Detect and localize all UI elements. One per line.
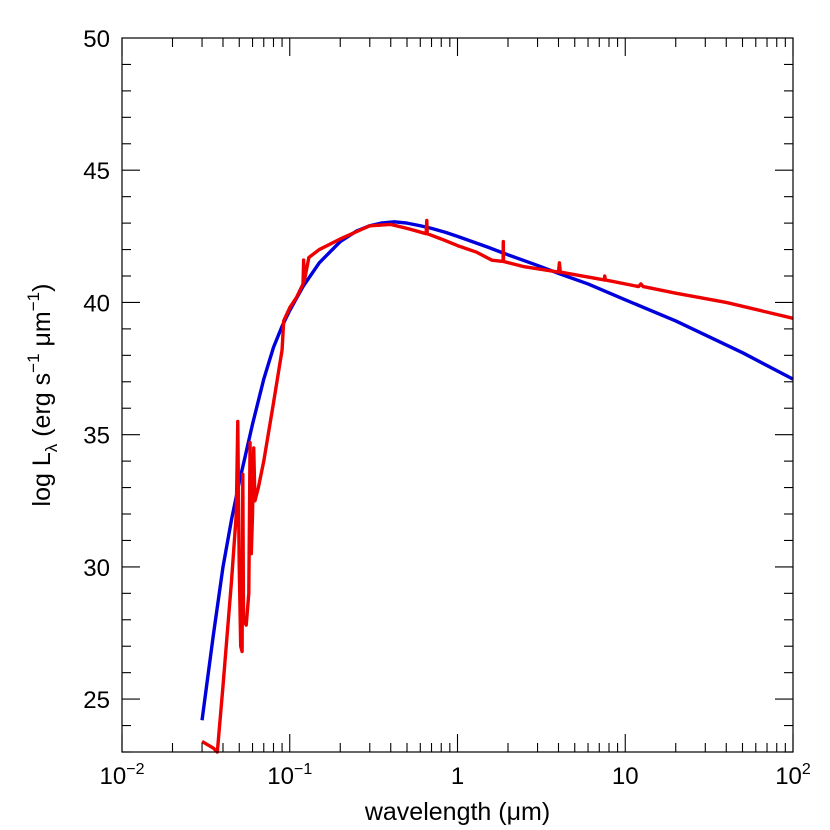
x-tick-label: 10−1 [267,761,312,790]
x-tick-label: 10−2 [100,761,145,790]
y-axis-label: log Lλ (erg s−1 μm−1) [24,284,61,507]
y-tick-label: 35 [83,423,110,450]
y-tick-label: 30 [83,555,110,582]
y-tick-label: 50 [83,26,110,53]
y-tick-label: 40 [83,290,110,317]
series-group [200,218,794,754]
x-tick-label: 1 [451,763,464,790]
x-tick-label: 102 [775,761,811,790]
y-tick-label: 25 [83,687,110,714]
ticks-group [121,37,794,753]
x-axis-label: wavelength (μm) [364,798,550,826]
y-tick-label: 45 [83,158,110,185]
series-line-1 [200,220,794,721]
x-tick-label: 10 [612,763,639,790]
series-line-2 [201,218,794,754]
plot-frame [121,37,794,753]
tick-labels-group: 25 30 35 40 45 50 10−2 10−1 1 10 102 [83,26,811,790]
